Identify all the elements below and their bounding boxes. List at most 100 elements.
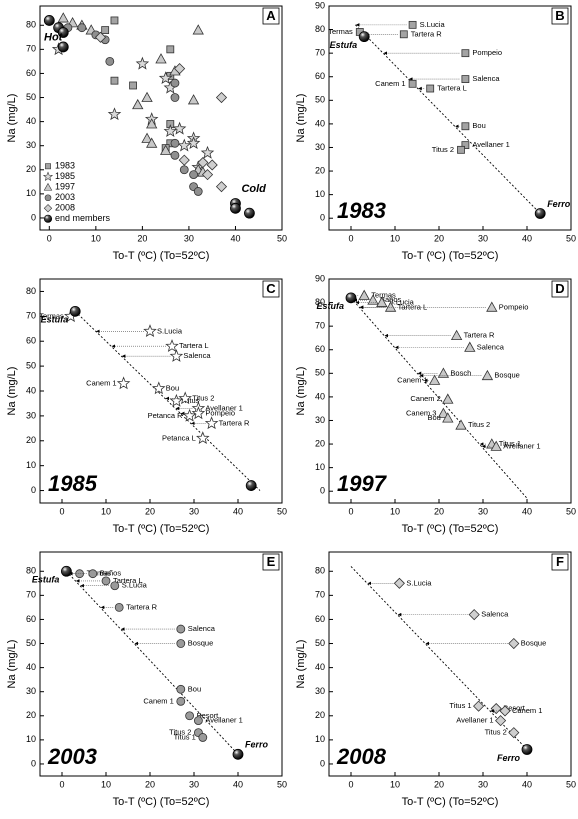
sample-point — [215, 181, 228, 193]
y-tick-label: 60 — [26, 614, 36, 624]
sample-point — [490, 702, 502, 715]
point-label: Avellaner 1 — [205, 403, 242, 412]
y-tick-label: 70 — [26, 44, 36, 54]
year-label: 1983 — [337, 198, 386, 223]
y-tick-label: 60 — [26, 68, 36, 78]
plot-frame — [328, 5, 572, 231]
panel-letter-box — [262, 280, 280, 298]
sample-point — [94, 31, 107, 43]
legend-label: end members — [55, 213, 111, 223]
legend-label: 1997 — [55, 182, 75, 192]
point-label: Pompeio — [472, 48, 502, 57]
x-tick-label: 30 — [478, 506, 488, 516]
point-label: Tartera R — [126, 602, 157, 611]
end-member — [230, 202, 241, 214]
plot-frame — [39, 551, 283, 777]
end-member-label: Estufa — [330, 40, 358, 50]
sample-point — [146, 137, 158, 148]
end-member — [345, 292, 357, 304]
y-tick-label: 40 — [315, 391, 325, 401]
sample-point — [178, 154, 190, 166]
x-tick-label: 10 — [101, 506, 111, 516]
panel: 0 10 20 30 40 50 0 10 20 30 40 50 60 70 80 To-T (ºC) (T… — [6, 278, 287, 535]
sample-point — [393, 577, 405, 589]
y-tick-label: 80 — [315, 24, 325, 34]
sample-point — [163, 124, 178, 137]
x-tick-label: 30 — [478, 779, 488, 789]
legend-marker — [44, 194, 52, 202]
point-label: Titus 1 — [499, 439, 521, 448]
point-label: Titus 2 — [432, 145, 454, 154]
sample-point — [146, 118, 158, 129]
end-member-label: Estufa — [316, 301, 344, 311]
y-tick-label: 60 — [26, 336, 36, 346]
sample-point — [193, 716, 203, 726]
sample-point — [442, 412, 454, 423]
point-label: Avellaner 1 — [456, 716, 493, 725]
legend-marker — [45, 163, 51, 170]
sample-point — [358, 289, 370, 300]
x-axis-label: To-T (ºC) (To=52ºC) — [402, 796, 499, 808]
sample-point — [486, 301, 498, 312]
point-label: Salenca — [472, 74, 500, 83]
y-tick-label: 70 — [26, 311, 36, 321]
sample-point — [508, 637, 520, 650]
point-label: Termas — [328, 27, 353, 36]
y-tick-label: 70 — [315, 590, 325, 600]
sample-point — [455, 419, 467, 430]
sample-point — [461, 122, 470, 131]
sample-point — [481, 369, 494, 381]
y-tick-label: 50 — [26, 638, 36, 648]
point-label: Petanca L — [162, 433, 196, 442]
sample-point — [165, 339, 179, 352]
sample-point — [193, 187, 203, 196]
point-label: Bou — [188, 684, 201, 693]
sample-point — [461, 49, 470, 58]
sample-point — [468, 609, 480, 621]
sample-point — [75, 569, 84, 579]
panel: 0 10 20 30 40 50 0 10 20 30 40 50 60 70 80 To-T (ºC) (T… — [6, 5, 287, 262]
y-tick-label: 50 — [315, 95, 325, 105]
point-label: Canem 1 — [512, 706, 542, 715]
x-tick-label: 50 — [566, 506, 576, 516]
point-label: Pompeio — [205, 408, 235, 417]
y-tick-label: 80 — [26, 20, 36, 30]
sample-point — [490, 440, 502, 451]
x-tick-label: 30 — [189, 779, 199, 789]
sample-point — [192, 24, 204, 35]
end-member-label: Ferro — [245, 740, 269, 750]
end-member — [43, 15, 55, 26]
y-tick-label: 60 — [315, 614, 325, 624]
x-tick-label: 20 — [145, 779, 155, 789]
y-tick-label: 30 — [315, 686, 325, 696]
x-axis-label: To-T (ºC) (To=52ºC) — [113, 523, 210, 535]
y-tick-label: 50 — [315, 638, 325, 648]
sample-point — [178, 391, 192, 405]
x-tick-label: 20 — [145, 506, 155, 516]
y-tick-label: 0 — [320, 486, 325, 496]
point-label: Avellaner 1 — [205, 716, 242, 725]
mixing-line — [74, 311, 261, 491]
sample-point — [185, 711, 195, 721]
point-label: Termas — [39, 311, 64, 320]
mixing-line — [355, 24, 541, 214]
panel: 0 10 20 30 40 50 0 10 20 30 40 50 60 70 80 To-T (ºC) (T… — [6, 551, 287, 808]
point-label: Tartera L — [113, 576, 143, 585]
end-member — [244, 207, 255, 219]
point-label: Salenca — [481, 610, 509, 619]
end-member — [57, 27, 69, 38]
mixing-line — [350, 297, 528, 499]
x-tick-label: 40 — [233, 506, 243, 516]
y-tick-label: 30 — [315, 415, 325, 425]
panel-letter: B — [555, 8, 564, 23]
y-tick-label: 80 — [26, 286, 36, 296]
point-label: Tartera L — [437, 84, 467, 93]
y-tick-label: 70 — [315, 48, 325, 58]
sample-point — [376, 296, 388, 307]
end-member — [358, 31, 370, 43]
legend-marker — [43, 204, 53, 213]
point-label: Canem 1 — [86, 379, 116, 388]
point-label: Bou — [166, 383, 179, 392]
point-label: Tartera L — [179, 341, 209, 350]
panel-letter: A — [266, 8, 276, 23]
